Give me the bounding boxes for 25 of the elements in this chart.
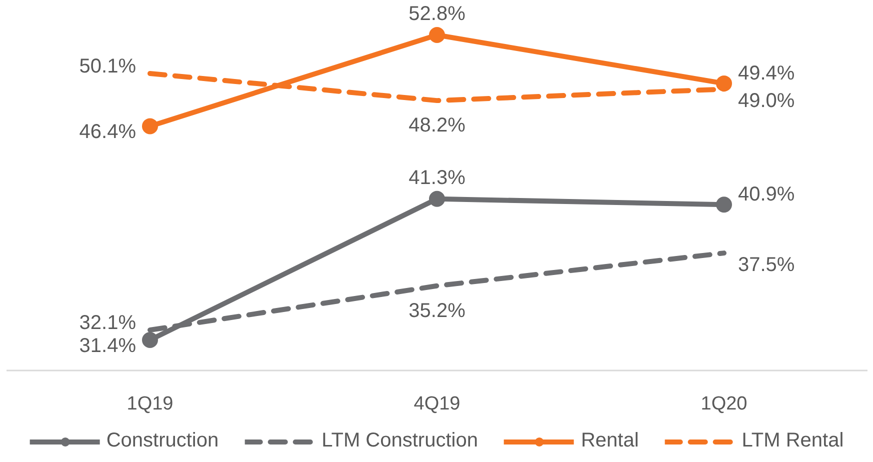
point — [142, 332, 158, 348]
legend-label: Rental — [580, 430, 639, 452]
data-label: 32.1% — [79, 312, 136, 334]
point — [716, 75, 732, 92]
data-label: 41.3% — [408, 166, 466, 189]
x-tick-label: 1Q20 — [700, 394, 748, 414]
data-label: 52.8% — [408, 3, 466, 25]
point — [429, 190, 445, 207]
data-label: 46.4% — [79, 121, 136, 144]
data-label: 40.9% — [738, 184, 795, 206]
legend-label: LTM Rental — [742, 430, 844, 452]
data-label: 49.4% — [738, 62, 795, 84]
data-label: 49.0% — [738, 90, 795, 112]
point — [142, 118, 158, 134]
data-label: 35.2% — [408, 300, 466, 322]
data-label: 31.4% — [79, 335, 136, 357]
point — [429, 27, 445, 43]
data-label: 37.5% — [738, 254, 795, 276]
data-label: 48.2% — [408, 114, 466, 137]
point — [716, 196, 732, 213]
legend-label: LTM Construction — [322, 430, 478, 452]
data-label: 50.1% — [79, 55, 136, 78]
x-tick-label: 4Q19 — [414, 394, 460, 414]
x-tick-label: 1Q19 — [126, 394, 174, 414]
legend-label: Construction — [106, 430, 219, 452]
